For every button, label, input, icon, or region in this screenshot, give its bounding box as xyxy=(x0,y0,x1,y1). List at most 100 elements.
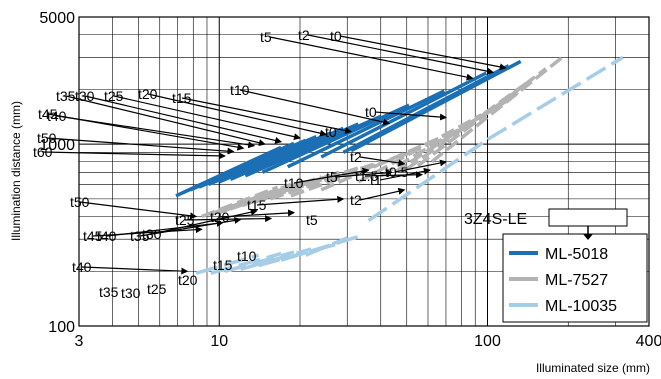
annotation-arrow xyxy=(359,187,406,201)
annotation-label: t0 xyxy=(365,104,377,120)
annotation-arrow xyxy=(379,167,431,181)
annotation-label: t1 xyxy=(370,172,382,188)
legend-label-ml-5018: ML-5018 xyxy=(545,246,608,263)
tick-labels: 3 10 100 400 100 1000 5000 xyxy=(39,10,661,350)
annotation-label: t0 xyxy=(330,28,342,44)
y-axis-label: Illumination distance (mm) xyxy=(9,101,23,241)
x-tick-label: 400 xyxy=(636,333,661,350)
series-line-ml-5018 xyxy=(229,122,359,182)
series-line-ml-7527 xyxy=(320,133,447,192)
series-line-ml-5018 xyxy=(244,114,382,178)
legend-title: 3Z4S-LE xyxy=(464,211,527,228)
annotation-label: t2 xyxy=(298,27,310,43)
legend-title-box xyxy=(548,208,628,227)
annotation-label: t5 xyxy=(326,169,338,185)
annotation-arrow xyxy=(219,209,295,218)
legend-label-ml-7527: ML-7527 xyxy=(545,272,608,289)
annotation-arrow xyxy=(113,95,301,141)
annotation-label: t2 xyxy=(350,149,362,165)
annotation-label: t10 xyxy=(237,248,257,264)
grid xyxy=(79,17,649,326)
annotation-arrow xyxy=(81,266,189,275)
y-tick-label: 1000 xyxy=(39,137,75,154)
annotation-label: t5 xyxy=(306,212,318,228)
y-tick-label: 5000 xyxy=(39,10,75,27)
series-line-ml-5018 xyxy=(218,126,344,184)
plot-border xyxy=(78,16,650,327)
annotation-label: t40 xyxy=(47,108,67,124)
annotation-arrow xyxy=(364,171,423,179)
series-line-ml-10035 xyxy=(224,250,295,273)
series-line-ml-5018 xyxy=(350,59,522,153)
annotation-arrow xyxy=(42,151,226,160)
x-tick-label: 10 xyxy=(210,333,228,350)
annotation-label: t0 xyxy=(325,124,337,140)
annotation-arrow xyxy=(256,195,345,206)
annotation-label: t25 xyxy=(147,281,167,297)
annotation-label: t2 xyxy=(350,192,362,208)
annotation-label: t20 xyxy=(138,86,158,102)
annotation-label: t5 xyxy=(260,29,272,45)
annotation-label: t10 xyxy=(284,175,304,191)
series-line-ml-5018 xyxy=(286,89,446,169)
annotation-arrow xyxy=(359,156,406,167)
series-line-ml-10035 xyxy=(305,236,348,257)
annotation-label: t50 xyxy=(70,194,90,210)
annotation-label: t20 xyxy=(210,209,230,225)
series-line-ml-5018 xyxy=(261,103,410,174)
series-line-ml-5018 xyxy=(320,71,488,159)
annotation-arrow xyxy=(339,35,507,71)
annotation-label: t25 xyxy=(175,212,195,228)
legend-pointer-arrow-icon xyxy=(583,234,593,240)
annotation-arrow xyxy=(374,111,447,121)
series-lines xyxy=(175,55,624,275)
series-line-ml-7527 xyxy=(416,67,547,168)
annotation-arrow xyxy=(56,115,256,149)
plot-frame xyxy=(78,16,650,327)
series-line-ml-7527 xyxy=(357,113,483,184)
x-tick-label: 100 xyxy=(474,333,501,350)
annotation-label: t35 xyxy=(56,88,76,104)
annotation-label: t35 xyxy=(99,284,119,300)
annotation-label: t40 xyxy=(97,228,117,244)
x-axis-label: Illuminated size (mm) xyxy=(536,361,650,375)
legend: 3Z4S-LE ML-5018 ML-7527 ML-10035 xyxy=(464,208,648,323)
series-line-ml-7527 xyxy=(208,182,292,217)
annotation-arrow xyxy=(46,137,235,155)
annotation-arrow xyxy=(84,95,283,144)
annotation-arrow xyxy=(335,169,393,178)
annotation-label: t50 xyxy=(37,130,57,146)
annotation-label: t15 xyxy=(172,90,192,106)
annotation-arrow xyxy=(151,208,258,235)
series-line-ml-5018 xyxy=(342,64,510,154)
annotation-arrow xyxy=(239,89,391,126)
annotation-label: t15 xyxy=(247,197,267,213)
annotation-arrow xyxy=(394,159,447,173)
annotation-arrow xyxy=(181,97,353,134)
annotation-arrow xyxy=(65,95,266,147)
annotation-label: t30 xyxy=(142,226,162,242)
series-line-ml-10035 xyxy=(367,138,489,223)
annotation-label: t25 xyxy=(104,88,124,104)
series-line-ml-7527 xyxy=(405,76,535,171)
annotation-label: t15 xyxy=(213,257,233,273)
series-line-ml-10035 xyxy=(210,251,282,275)
annotation-label: t35 xyxy=(130,228,150,244)
annotation-arrow xyxy=(79,201,198,220)
series-line-ml-10035 xyxy=(195,253,259,275)
series-line-ml-10035 xyxy=(486,55,624,141)
annotation-arrow xyxy=(92,226,203,237)
annotation-arrow xyxy=(184,215,273,223)
annotation-label: t45 xyxy=(38,106,58,122)
annotation-label: t40 xyxy=(72,259,92,275)
y-tick-label: 100 xyxy=(48,319,75,336)
annotation-label: t30 xyxy=(75,88,95,104)
annotation-arrow xyxy=(307,34,495,75)
legend-label-ml-10035: ML-10035 xyxy=(545,298,617,315)
annotation-label: t10 xyxy=(230,82,250,98)
annotation-label: t45 xyxy=(83,228,103,244)
annotation-label: t20 xyxy=(178,272,198,288)
annotation-arrow xyxy=(106,219,224,237)
